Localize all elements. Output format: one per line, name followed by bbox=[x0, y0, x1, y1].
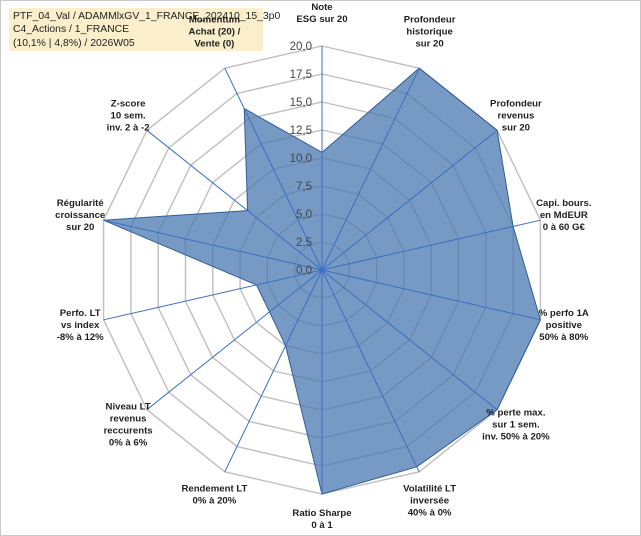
axis-spoke bbox=[146, 269, 323, 411]
axis-label: Note ESG sur 20 bbox=[296, 2, 347, 25]
axis-spoke bbox=[146, 129, 323, 271]
axis-spoke bbox=[224, 67, 323, 271]
axis-spoke bbox=[103, 219, 323, 271]
axis-label: Régularité croissance sur 20 bbox=[55, 198, 105, 233]
axis-spoke bbox=[321, 67, 420, 271]
tick-label: 5,0 bbox=[296, 209, 312, 221]
axis-spoke bbox=[224, 269, 323, 473]
axis-spoke bbox=[321, 269, 498, 411]
axis-label: % perfo 1A positive 50% à 80% bbox=[539, 308, 589, 343]
tick-label: 17,5 bbox=[290, 69, 312, 81]
axis-spoke bbox=[321, 219, 541, 271]
title-line-2: C4_Actions / 1_FRANCE bbox=[13, 24, 130, 36]
axis-spoke bbox=[103, 269, 323, 321]
tick-label: 7,5 bbox=[296, 181, 312, 193]
axis-label: Volatilité LT inversée 40% à 0% bbox=[403, 483, 456, 518]
axis-spoke bbox=[321, 129, 498, 271]
axis-label: Z-score 10 sem. inv. 2 à -2 bbox=[107, 98, 150, 133]
tick-label: 12,5 bbox=[290, 125, 312, 137]
tick-label: 20,0 bbox=[290, 41, 312, 53]
title-line-1: PTF_04_Val / ADAMMlxGV_1_FRANCE_202410_1… bbox=[13, 11, 281, 22]
axis-label: Perfo. LT vs index -8% à 12% bbox=[57, 308, 104, 343]
axis-label: Capi. bours. en MdEUR 0 à 60 G€ bbox=[536, 198, 591, 233]
tick-label: 10,0 bbox=[290, 153, 312, 165]
chart-title-box: PTF_04_Val / ADAMMlxGV_1_FRANCE_202410_1… bbox=[9, 8, 281, 51]
axis-label: Profondeur revenus sur 20 bbox=[490, 98, 542, 133]
tick-label: 0,0 bbox=[296, 265, 312, 277]
axis-label: Ratio Sharpe 0 à 1 bbox=[292, 508, 351, 531]
axis-spoke bbox=[321, 269, 420, 473]
title-line-3: (10,1% | 4,8%) / 2026W05 bbox=[13, 37, 135, 49]
axis-label: % perte max. sur 1 sem. inv. 50% à 20% bbox=[482, 408, 550, 443]
tick-label: 2,5 bbox=[296, 237, 312, 249]
axis-label: Momentum Achat (20) / Vente (0) bbox=[189, 15, 241, 50]
axis-label: Rendement LT 0% à 20% bbox=[181, 483, 247, 506]
axis-label: Profondeur historique sur 20 bbox=[404, 15, 456, 50]
tick-label: 15,0 bbox=[290, 97, 312, 109]
axis-spoke bbox=[321, 269, 541, 321]
axis-label: Niveau LT revenus reccurents 0% à 6% bbox=[104, 402, 153, 449]
